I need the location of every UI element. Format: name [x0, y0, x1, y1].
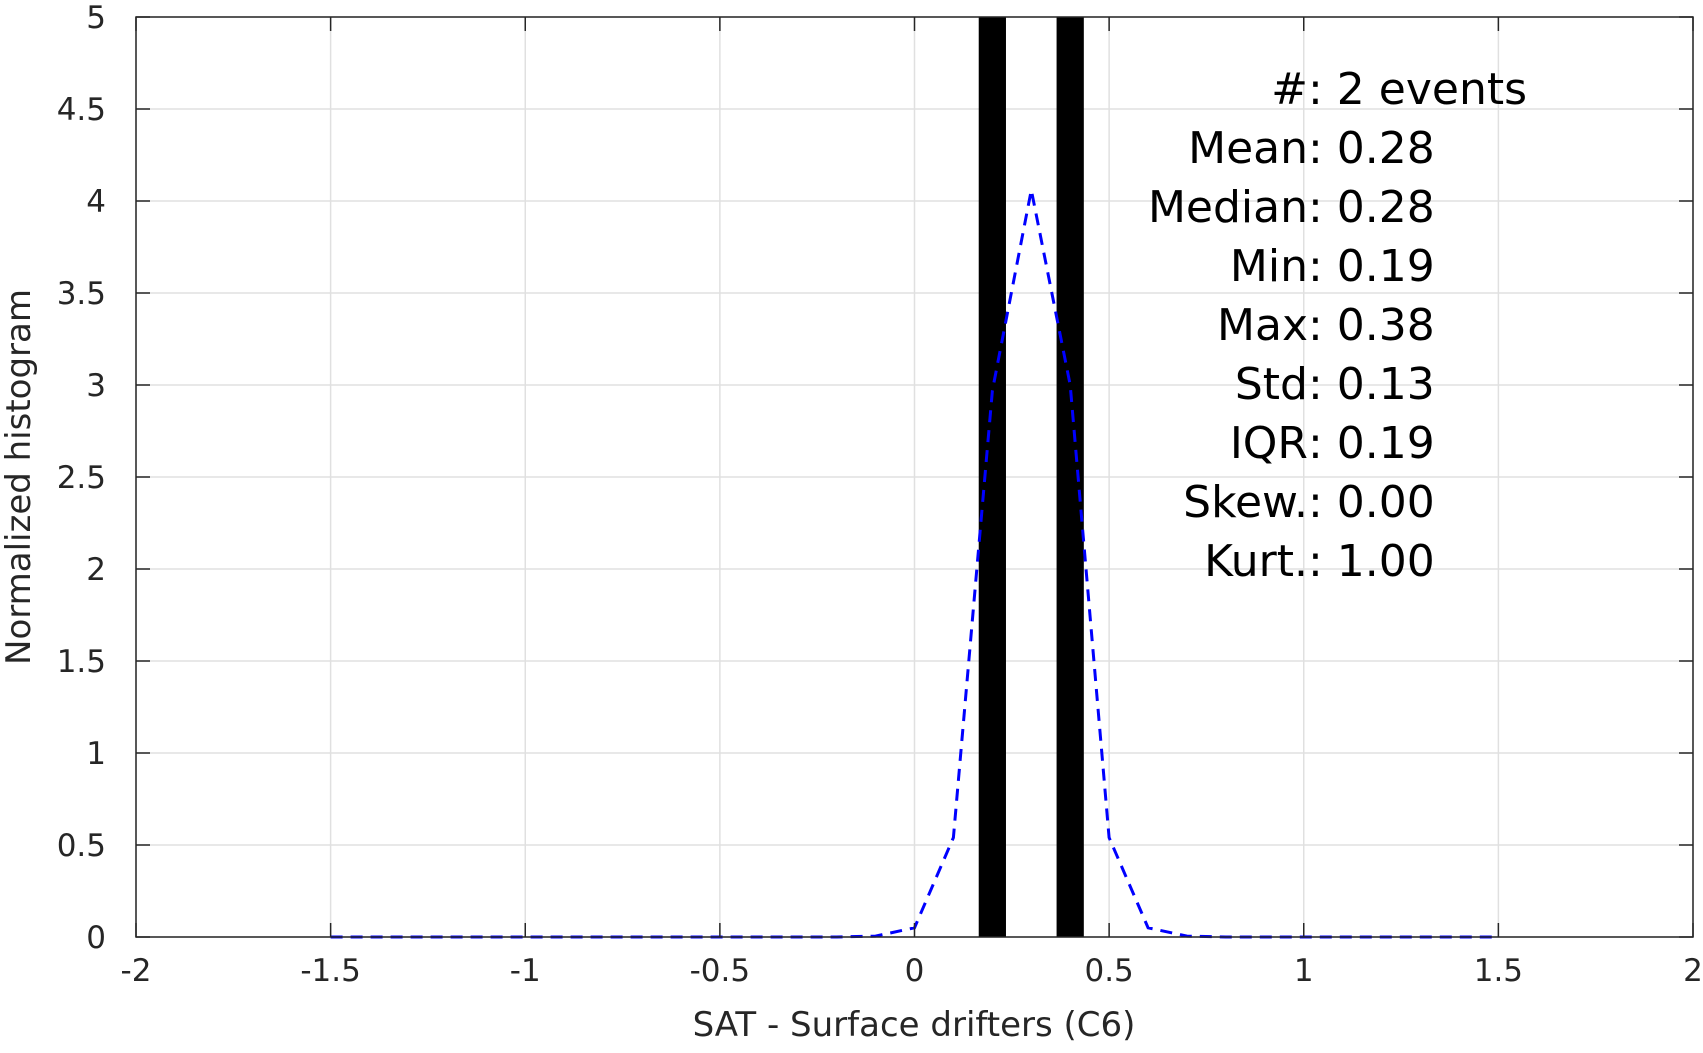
stat-label: Std — [1235, 359, 1308, 410]
stat-label: Skew. — [1183, 477, 1308, 528]
stat-label: Kurt. — [1204, 536, 1308, 587]
histogram-bar — [1056, 17, 1084, 937]
stat-value: : 0.28 — [1308, 182, 1435, 233]
stat-label: Median — [1148, 182, 1308, 233]
x-tick-label: -0.5 — [690, 953, 751, 989]
stat-value: : 2 events — [1308, 64, 1527, 115]
y-tick-label: 5 — [86, 0, 106, 36]
x-tick-label: 1 — [1294, 953, 1314, 989]
stat-label: Mean — [1188, 123, 1308, 174]
stat-value: : 0.19 — [1308, 418, 1435, 469]
histogram-bar — [978, 17, 1006, 937]
y-tick-labels: 0 0.5 1 1.5 2 2.5 3 3.5 4 4.5 5 — [57, 0, 106, 956]
stat-value: : 0.28 — [1308, 123, 1435, 174]
y-tick-label: 3 — [86, 368, 106, 404]
y-axis-label: Normalized histogram — [0, 289, 39, 665]
x-tick-labels: -2 -1.5 -1 -0.5 0 0.5 1 1.5 2 — [121, 953, 1703, 989]
y-tick-label: 3.5 — [57, 276, 106, 312]
x-tick-label: -2 — [121, 953, 152, 989]
x-tick-label: 0 — [905, 953, 925, 989]
y-tick-label: 1.5 — [57, 644, 106, 680]
y-tick-label: 0 — [86, 920, 106, 956]
x-tick-label: -1.5 — [300, 953, 361, 989]
x-axis-label: SAT - Surface drifters (C6) — [693, 1005, 1136, 1045]
y-tick-label: 0.5 — [57, 828, 106, 864]
stat-value: : 1.00 — [1308, 536, 1435, 587]
stat-value: : 0.19 — [1308, 241, 1435, 292]
x-tick-label: 0.5 — [1084, 953, 1133, 989]
stat-label: Min — [1230, 241, 1308, 292]
x-tick-label: 2 — [1683, 953, 1703, 989]
x-tick-label: -1 — [510, 953, 541, 989]
x-tick-label: 1.5 — [1474, 953, 1523, 989]
y-tick-label: 4.5 — [57, 92, 106, 128]
stat-label: IQR — [1230, 418, 1308, 469]
y-tick-label: 2 — [86, 552, 106, 588]
stat-label: # — [1271, 64, 1308, 115]
stat-value: : 0.38 — [1308, 300, 1435, 351]
stat-label: Max — [1217, 300, 1308, 351]
y-tick-label: 4 — [86, 184, 106, 220]
stat-value: : 0.13 — [1308, 359, 1435, 410]
stat-value: : 0.00 — [1308, 477, 1435, 528]
y-tick-label: 2.5 — [57, 460, 106, 496]
histogram-bars — [978, 17, 1084, 937]
y-tick-label: 1 — [86, 736, 106, 772]
axis-ticks — [135, 16, 1694, 938]
